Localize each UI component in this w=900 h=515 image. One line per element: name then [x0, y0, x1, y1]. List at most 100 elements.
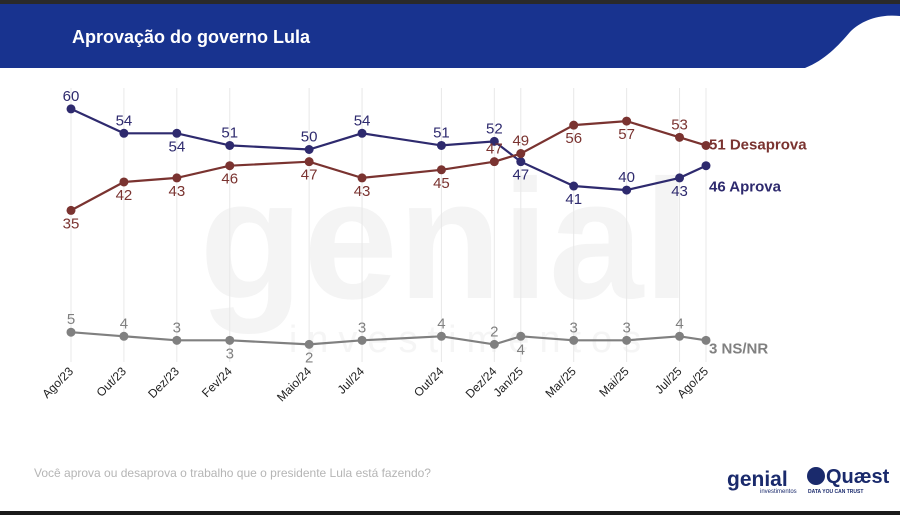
data-point-desaprova — [304, 157, 314, 167]
data-point-desaprova — [172, 173, 182, 183]
data-point-desaprova — [569, 120, 579, 130]
series-layer — [66, 104, 711, 349]
data-label-aprova: 51 — [221, 124, 238, 141]
data-label-ns-nr: 3 — [570, 319, 578, 336]
data-point-desaprova — [622, 116, 632, 126]
end-labels: 46 Aprova 51 Desaprova 3 NS/NR — [709, 136, 807, 357]
quaest-logo: Quæst DATA YOU CAN TRUST — [807, 466, 890, 495]
data-point-aprova — [66, 104, 76, 114]
data-label-aprova: 51 — [433, 124, 450, 141]
data-label-desaprova: 43 — [354, 183, 371, 200]
genial-logo-name: genial — [727, 468, 788, 491]
quaest-logo-name: Quæst — [826, 466, 890, 488]
data-label-ns-nr: 3 — [358, 319, 366, 336]
data-label-aprova: 47 — [512, 167, 529, 184]
end-label-aprova: 46 Aprova — [709, 179, 782, 196]
data-label-aprova: 54 — [116, 112, 133, 129]
x-tick-label: Dez/23 — [145, 364, 182, 401]
survey-question: Você aprova ou desaprova o trabalho que … — [34, 466, 431, 480]
x-tick-label: Maio/24 — [274, 364, 314, 404]
header-band — [0, 4, 900, 68]
data-point-ns-nr — [357, 335, 367, 345]
data-point-aprova — [119, 128, 129, 138]
data-label-ns-nr: 4 — [437, 315, 445, 332]
data-point-ns-nr — [225, 335, 235, 345]
data-point-aprova — [675, 173, 685, 183]
data-point-aprova — [357, 128, 367, 138]
data-point-aprova — [304, 145, 314, 154]
data-label-ns-nr: 4 — [120, 315, 128, 332]
data-point-desaprova — [225, 161, 235, 171]
data-label-ns-nr: 2 — [305, 349, 313, 366]
data-label-desaprova: 35 — [63, 215, 80, 232]
top-border — [0, 0, 900, 4]
data-label-desaprova: 45 — [433, 175, 450, 192]
data-label-desaprova: 56 — [565, 130, 582, 147]
x-tick-label: Ago/23 — [39, 364, 76, 401]
data-point-ns-nr — [436, 331, 446, 341]
x-tick-label: Mar/25 — [543, 364, 580, 401]
x-tick-label: Out/24 — [411, 364, 447, 400]
watermark-text: genial — [199, 145, 690, 335]
x-tick-label: Fev/24 — [199, 364, 235, 400]
data-label-ns-nr: 4 — [517, 341, 525, 358]
data-point-aprova — [225, 140, 235, 150]
x-axis-ticks: Ago/23 Out/23 Dez/23 Fev/24 Maio/24 Jul/24 Out… — [39, 364, 711, 404]
data-label-ns-nr: 3 — [226, 345, 234, 362]
data-point-aprova — [701, 161, 711, 171]
x-tick-label: Jan/25 — [491, 364, 527, 400]
data-label-ns-nr: 3 — [173, 319, 181, 336]
data-point-desaprova — [357, 173, 367, 183]
data-label-desaprova: 47 — [301, 167, 318, 184]
data-label-aprova: 52 — [486, 120, 503, 137]
data-point-aprova — [516, 157, 526, 167]
data-point-ns-nr — [304, 339, 314, 349]
quaest-logo-mark — [807, 467, 825, 485]
data-point-ns-nr — [172, 335, 182, 345]
x-tick-label: Jul/24 — [335, 364, 368, 397]
data-label-desaprova: 46 — [221, 171, 238, 188]
genial-logo: genial investimentos — [727, 468, 797, 495]
data-label-aprova: 54 — [168, 138, 185, 155]
data-label-desaprova: 53 — [671, 116, 688, 133]
data-point-desaprova — [675, 132, 685, 142]
x-tick-label: Mai/25 — [596, 364, 632, 400]
data-point-aprova — [172, 128, 182, 138]
x-tick-label: Dez/24 — [463, 364, 500, 401]
data-label-aprova: 43 — [671, 183, 688, 200]
end-label-ns-nr: 3 NS/NR — [709, 340, 768, 357]
data-point-ns-nr — [516, 331, 526, 341]
data-point-aprova — [622, 185, 632, 195]
quaest-logo-tagline: DATA YOU CAN TRUST — [808, 489, 863, 495]
bottom-border — [0, 511, 900, 515]
data-label-ns-nr: 3 — [622, 319, 630, 336]
end-label-desaprova: 51 Desaprova — [709, 136, 807, 153]
data-label-aprova: 41 — [565, 191, 582, 208]
data-point-aprova — [569, 181, 579, 191]
data-point-aprova — [489, 136, 499, 146]
data-point-ns-nr — [622, 335, 632, 345]
data-point-ns-nr — [119, 331, 129, 341]
data-label-desaprova: 42 — [116, 187, 133, 204]
data-label-aprova: 60 — [63, 88, 80, 105]
data-point-desaprova — [119, 177, 129, 187]
data-label-desaprova: 57 — [618, 126, 635, 143]
x-tick-label: Out/23 — [94, 364, 130, 400]
data-point-desaprova — [489, 157, 499, 167]
data-point-desaprova — [701, 140, 711, 150]
data-label-ns-nr: 5 — [67, 311, 75, 328]
data-point-desaprova — [66, 205, 76, 215]
data-point-aprova — [436, 140, 446, 150]
data-label-ns-nr: 4 — [675, 315, 683, 332]
data-label-desaprova: 47 — [486, 141, 503, 158]
data-label-aprova: 54 — [354, 112, 371, 129]
data-point-desaprova — [516, 149, 526, 159]
data-label-aprova: 50 — [301, 129, 318, 146]
data-point-desaprova — [436, 165, 446, 175]
chart-title: Aprovação do governo Lula — [72, 27, 311, 47]
data-label-aprova: 40 — [618, 169, 635, 186]
grid-lines — [70, 88, 707, 362]
